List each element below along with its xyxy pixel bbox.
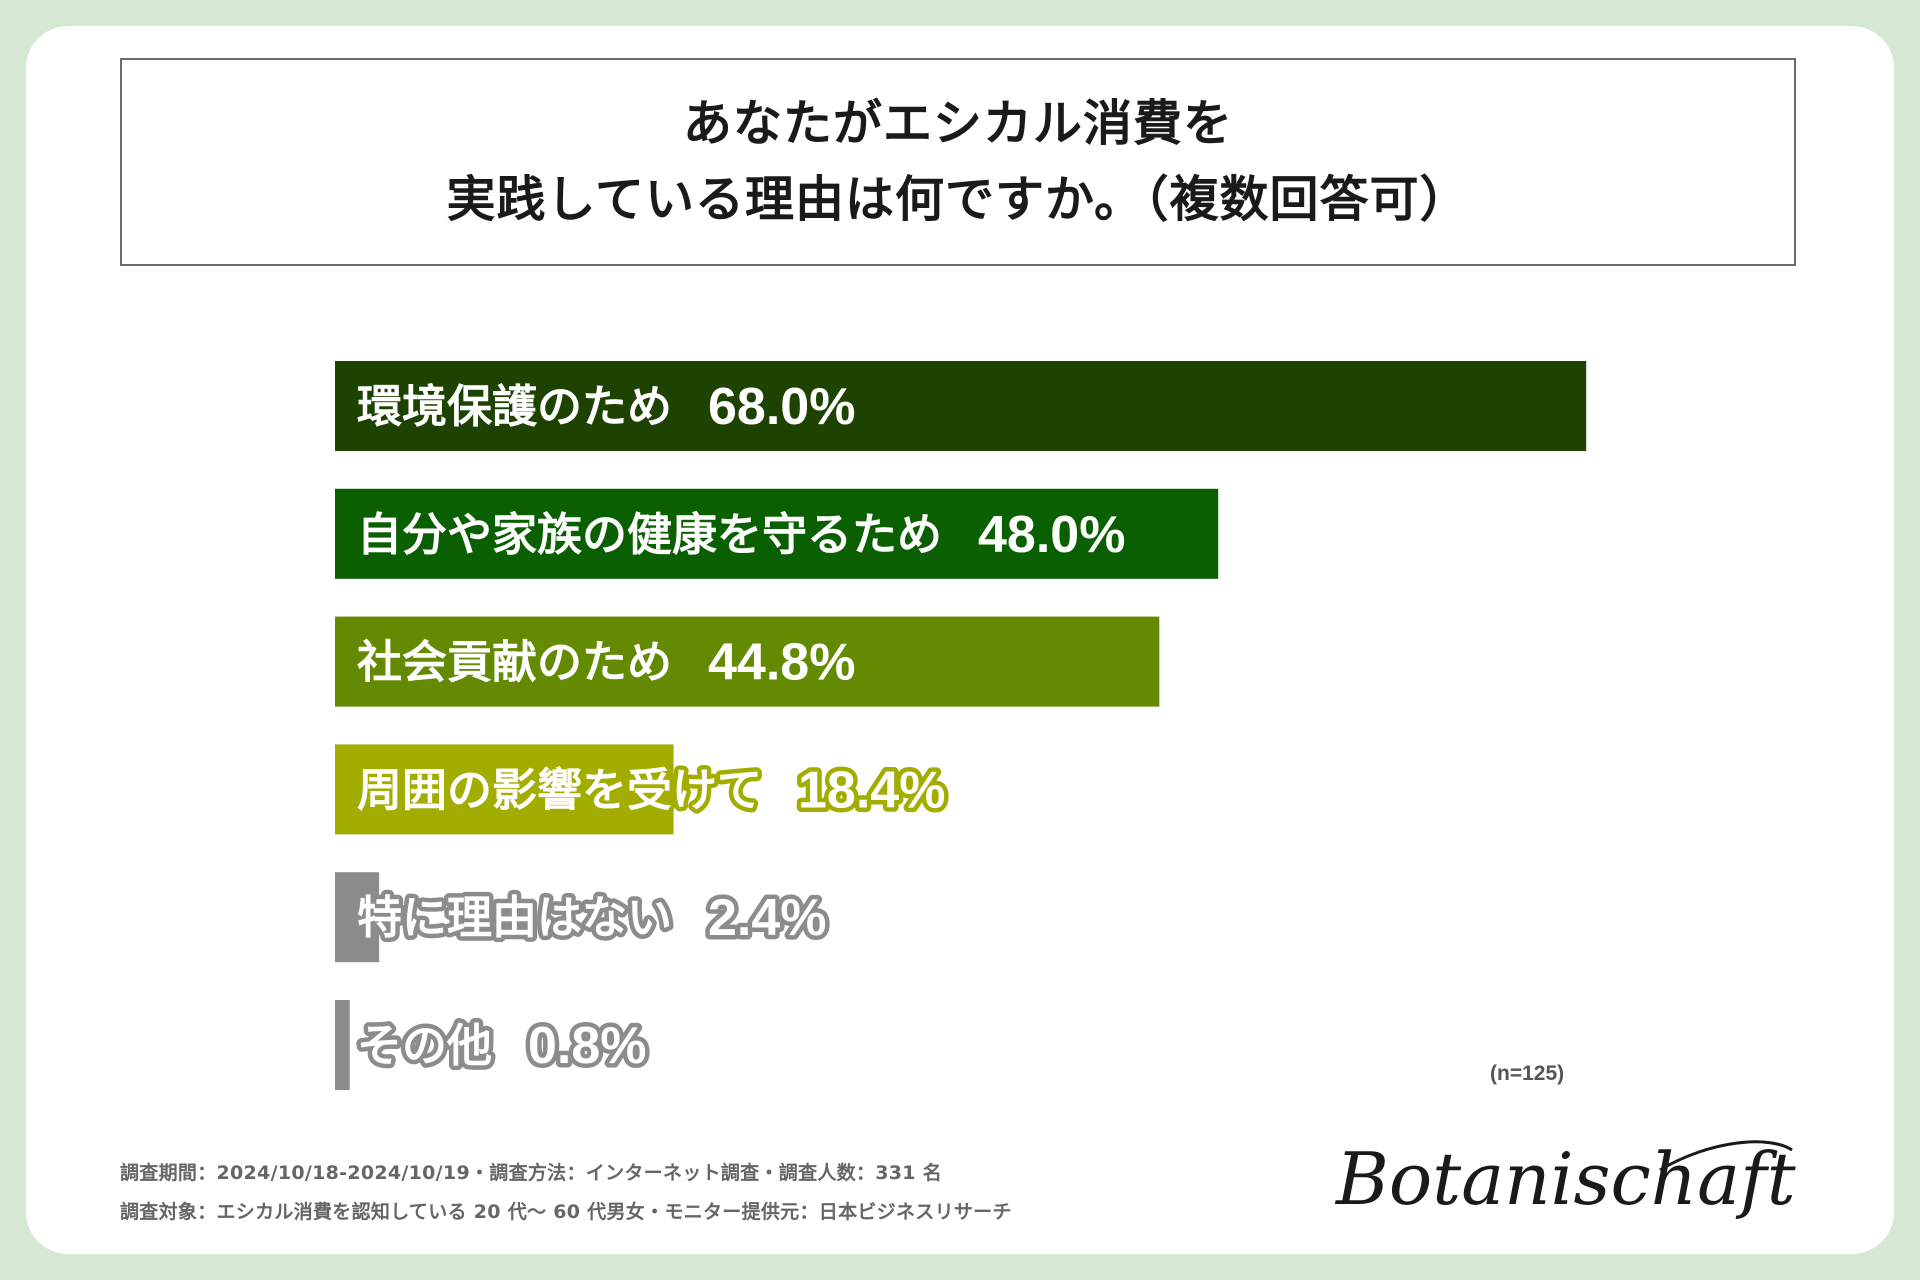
chart-title-line-1: あなたがエシカル消費を [682, 95, 1233, 152]
bar-group: 周囲の影響を受けて 18.4% [335, 744, 950, 835]
title-box: あなたがエシカル消費を 実践している理由は何ですか。（複数回答可） [120, 58, 1796, 266]
chart-title-line-2: 実践している理由は何ですか。（複数回答可） [446, 171, 1470, 228]
bar-group: 自分や家族の健康を守るため 48.0% [335, 488, 1219, 579]
bar-value-label: 2.4% [708, 889, 827, 947]
bar-group: 特に理由はない 2.4% [335, 872, 831, 963]
footnote-survey-period: 調査期間：2024/10/18-2024/10/19・調査方法：インターネット調… [120, 1162, 943, 1184]
footnote-survey-target: 調査対象：エシカル消費を認知している 20 代〜 60 代男女・モニター提供元：… [120, 1201, 1012, 1223]
logo-swash [1659, 1140, 1793, 1172]
bar-category-label: 環境保護のため [357, 380, 672, 433]
bar-group: 社会貢献のため 44.8% [335, 616, 1160, 707]
bar-value-label: 0.8% [528, 1017, 647, 1075]
logo-text: Botanischaft [1334, 1137, 1797, 1221]
bar [335, 872, 380, 963]
bar-value-label: 68.0% [708, 378, 855, 436]
bar-category-label: その他 [357, 1019, 492, 1072]
sample-size-note: (n=125) [1490, 1062, 1565, 1085]
bar-value-label: 48.0% [978, 506, 1125, 564]
bar-category-label: 特に理由はない [357, 891, 672, 944]
bar [335, 744, 674, 835]
bar [335, 488, 1219, 579]
bar-value-label: 18.4% [798, 761, 945, 819]
bar-value-label: 44.8% [708, 634, 855, 692]
bar-category-label: 社会貢献のため [357, 636, 672, 689]
bar-group: その他 0.8% [335, 1000, 651, 1090]
bar-category-label: 周囲の影響を受けて [357, 763, 762, 816]
bar [335, 361, 1587, 451]
bar [335, 1000, 350, 1090]
botanischaft-logo: Botanischaft [1334, 1137, 1797, 1221]
bar [335, 616, 1160, 707]
bar-group: 環境保護のため 68.0% [335, 361, 1587, 451]
bar-category-label: 自分や家族の健康を守るため [357, 508, 942, 561]
